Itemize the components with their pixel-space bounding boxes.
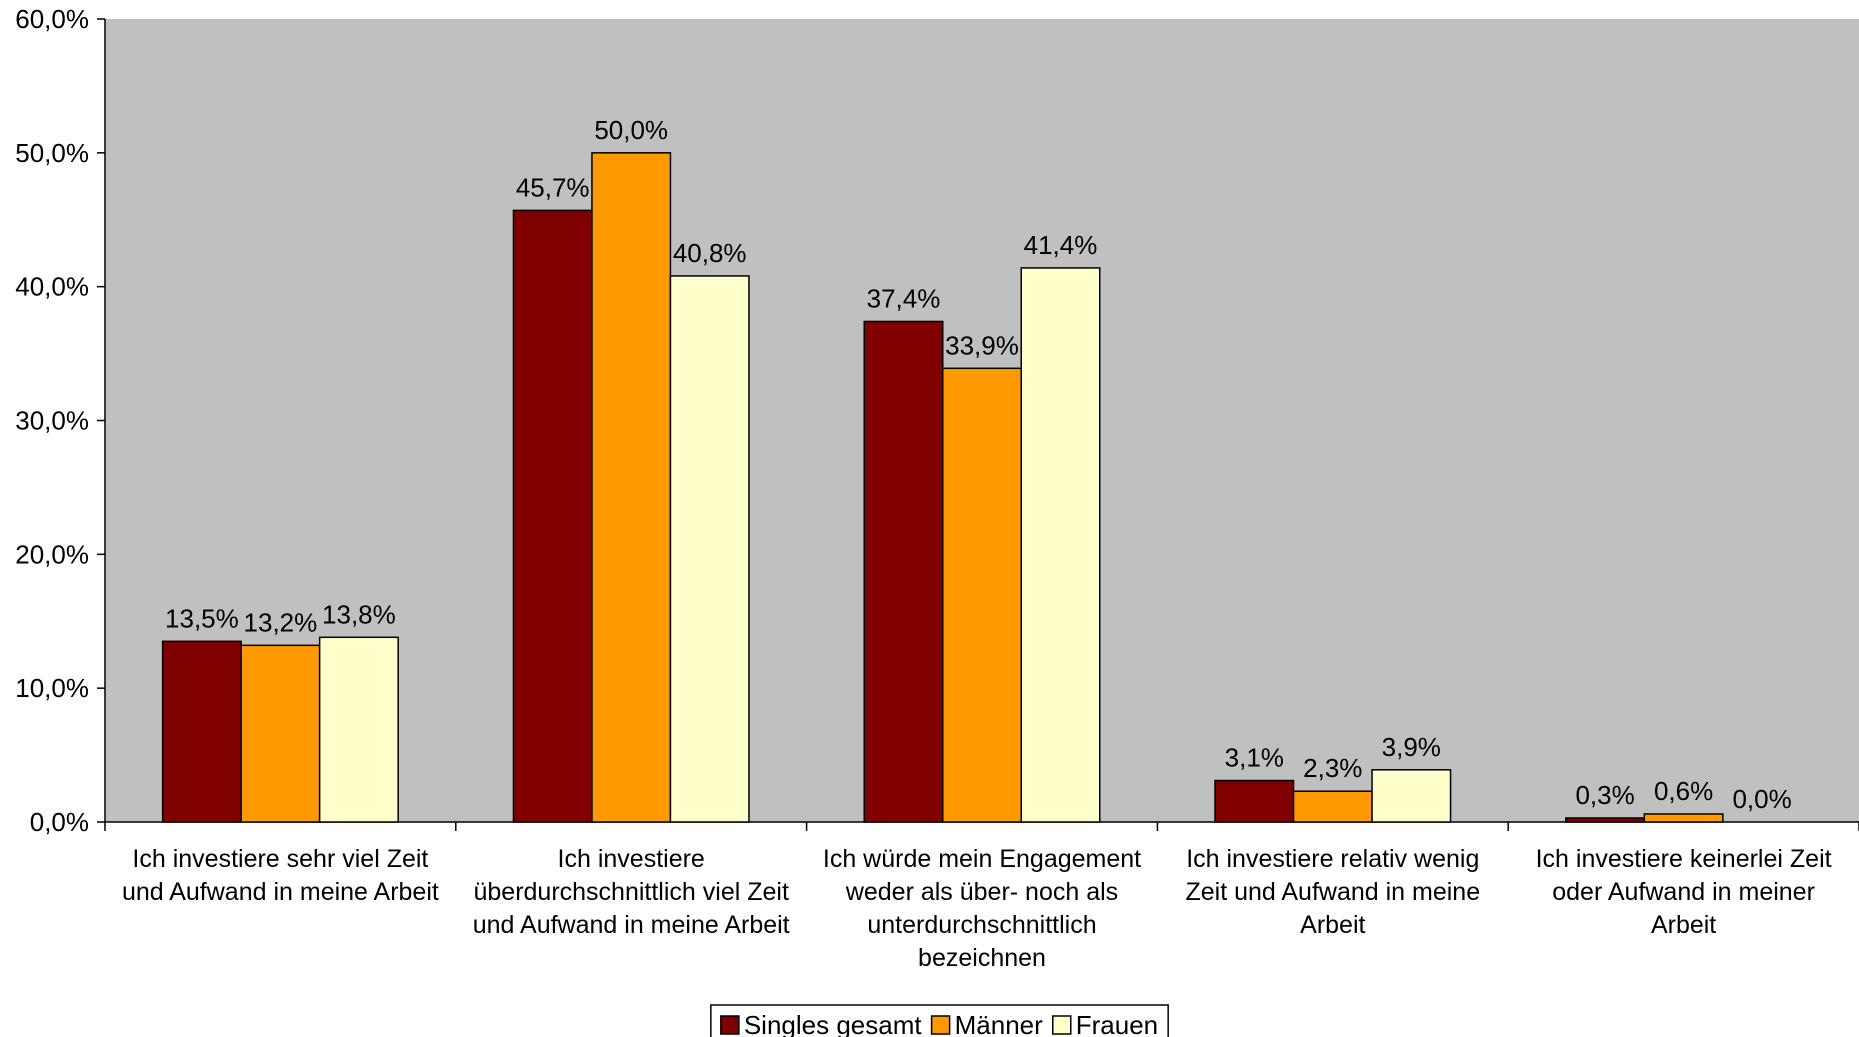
legend-label: Männer: [955, 1010, 1043, 1037]
bars: [161, 152, 1724, 823]
y-tick-label: 30,0%: [15, 406, 89, 436]
x-category-label: Ich investiere relativ wenig Zeit und Auf…: [1185, 845, 1480, 939]
legend-label: Frauen: [1076, 1010, 1158, 1037]
data-label: 3,9%: [1382, 732, 1441, 762]
bar: [1214, 779, 1295, 823]
bar: [942, 367, 1022, 823]
bar: [591, 152, 672, 823]
legend[interactable]: Singles gesamt Männer Frauen: [710, 1004, 1169, 1037]
bar: [863, 320, 944, 823]
data-label: 50,0%: [594, 115, 668, 145]
legend-label: Singles gesamt: [744, 1010, 923, 1037]
data-label: 45,7%: [516, 172, 590, 202]
bar: [240, 644, 321, 823]
y-tick-label: 0,0%: [30, 807, 89, 837]
bar: [1643, 813, 1724, 823]
bar: [161, 640, 242, 823]
data-label: 37,4%: [867, 283, 941, 313]
bar: [1371, 769, 1452, 823]
y-axis: 0,0% 10,0% 20,0% 30,0% 40,0% 50,0% 60,0%: [15, 4, 106, 837]
x-category-label: Ich investiere sehr viel Zeit und Aufwand…: [122, 845, 439, 906]
bar: [1020, 267, 1101, 823]
bar: [512, 209, 593, 823]
y-tick-label: 10,0%: [15, 673, 89, 703]
data-label: 41,4%: [1024, 230, 1098, 260]
data-labels: 13,5% 45,7% 37,4% 3,1% 0,3% 13,2% 50,0% 33,9% 2,…: [165, 115, 1792, 814]
data-label: 13,8%: [322, 599, 396, 629]
bar: [669, 275, 750, 823]
bar: [318, 636, 399, 823]
bar: [1292, 790, 1373, 823]
bar: [1565, 817, 1646, 823]
data-label: 0,6%: [1654, 776, 1713, 806]
data-label: 33,9%: [945, 330, 1019, 360]
data-label: 13,5%: [165, 603, 239, 633]
legend-swatch[interactable]: [930, 1015, 951, 1035]
y-tick-label: 40,0%: [15, 272, 89, 302]
x-axis: Ich investiere sehr viel Zeit und Aufwand…: [104, 821, 1859, 972]
legend-swatch[interactable]: [1052, 1015, 1072, 1035]
y-tick-label: 60,0%: [15, 4, 89, 34]
data-label: 40,8%: [673, 238, 747, 268]
y-tick-label: 20,0%: [15, 539, 89, 569]
y-tick-label: 50,0%: [15, 138, 89, 168]
data-label: 2,3%: [1303, 753, 1362, 783]
data-label: 0,3%: [1575, 780, 1634, 810]
data-label: 13,2%: [244, 607, 318, 637]
x-category-label: Ich würde mein Engagement weder als über-…: [823, 845, 1141, 972]
legend-swatch[interactable]: [720, 1015, 740, 1035]
data-label: 0,0%: [1732, 784, 1791, 814]
data-label: 3,1%: [1225, 743, 1284, 773]
x-category-label: Ich investiere keinerlei Zeit oder Aufwan…: [1536, 845, 1832, 939]
x-category-label: Ich investiere überdurchschnittlich viel …: [473, 845, 790, 939]
